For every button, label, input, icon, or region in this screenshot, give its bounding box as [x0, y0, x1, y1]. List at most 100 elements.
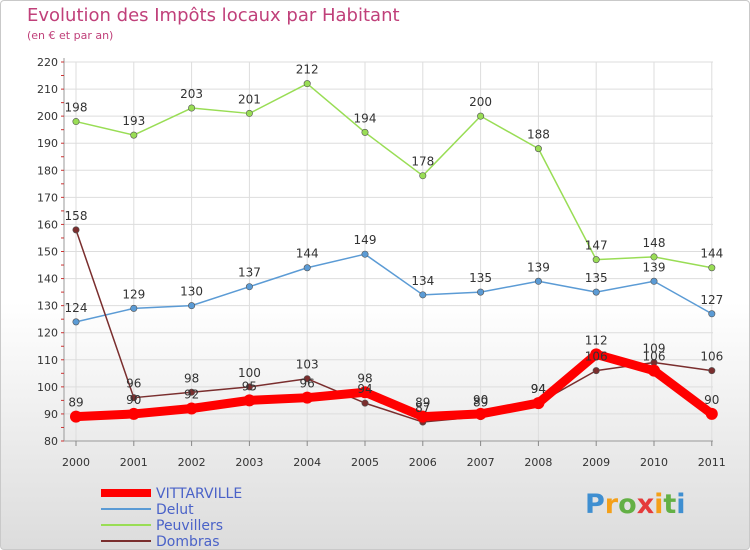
y-tick-label: 190 — [37, 137, 58, 150]
data-point — [477, 112, 485, 120]
x-tick-label: 2004 — [293, 456, 321, 469]
data-label: 109 — [643, 341, 666, 355]
data-label: 201 — [238, 92, 261, 106]
data-point — [705, 407, 718, 420]
y-tick-label: 180 — [37, 164, 58, 177]
data-label: 89 — [473, 396, 488, 410]
logo-letter: i — [654, 489, 664, 520]
data-point — [419, 172, 427, 180]
data-label: 144 — [700, 247, 723, 261]
data-label: 188 — [527, 128, 550, 142]
data-label: 95 — [242, 379, 257, 393]
data-point — [648, 364, 660, 377]
legend-label: Dombras — [156, 534, 220, 549]
data-point — [416, 410, 429, 423]
data-label: 144 — [296, 247, 319, 261]
data-label: 203 — [180, 87, 203, 101]
series-line — [75, 82, 713, 269]
data-label: 106 — [700, 350, 723, 364]
x-tick-label: 2006 — [409, 456, 437, 469]
data-label: 130 — [180, 285, 203, 299]
data-point — [708, 310, 716, 318]
logo-letter: i — [676, 489, 686, 520]
x-tick-label: 2008 — [524, 456, 552, 469]
data-label: 90 — [704, 393, 719, 407]
data-point — [245, 109, 253, 117]
data-point — [532, 397, 545, 410]
x-tick-label: 2011 — [698, 456, 726, 469]
data-label: 137 — [238, 266, 261, 280]
data-label: 124 — [65, 301, 88, 315]
y-tick-label: 120 — [37, 327, 58, 340]
y-tick-label: 160 — [37, 218, 58, 231]
series-line — [75, 229, 713, 423]
data-point — [188, 104, 196, 112]
data-label: 158 — [65, 209, 88, 223]
y-tick-label: 140 — [37, 273, 58, 286]
data-point — [70, 410, 82, 423]
data-point — [72, 318, 80, 326]
axes — [61, 58, 713, 442]
data-label: 212 — [296, 63, 319, 77]
data-point — [245, 283, 253, 291]
x-tick-label: 2000 — [62, 456, 90, 469]
chart-subtitle: (en € et par an) — [27, 29, 114, 42]
data-point — [477, 288, 485, 296]
data-label: 112 — [585, 333, 608, 347]
data-label: 198 — [65, 101, 88, 115]
data-label: 98 — [357, 371, 372, 385]
data-point — [361, 250, 369, 258]
data-point — [303, 80, 311, 88]
data-point — [534, 145, 542, 153]
data-point — [185, 402, 198, 415]
data-label: 106 — [585, 350, 608, 364]
data-label: 94 — [357, 382, 372, 396]
data-point — [419, 291, 427, 299]
y-tick-label: 210 — [37, 83, 58, 96]
series-lines — [70, 80, 718, 426]
data-label: 96 — [126, 377, 141, 391]
logo-letter: x — [636, 489, 655, 520]
data-point — [359, 386, 371, 399]
data-point — [245, 383, 253, 391]
data-label: 94 — [531, 382, 546, 396]
data-point — [592, 367, 600, 375]
y-tick-label: 110 — [37, 354, 58, 367]
data-point — [592, 256, 600, 264]
data-point — [303, 264, 311, 272]
data-label: 139 — [643, 260, 666, 274]
legend-label: Peuvillers — [156, 518, 223, 534]
data-label: 178 — [411, 155, 434, 169]
data-point — [361, 399, 369, 407]
data-label: 139 — [527, 260, 550, 274]
data-label: 98 — [184, 371, 199, 385]
data-label: 87 — [415, 401, 430, 415]
data-label: 147 — [585, 239, 608, 253]
data-point — [188, 388, 196, 396]
x-tick-label: 2007 — [467, 456, 495, 469]
data-label: 149 — [354, 233, 377, 247]
data-label: 90 — [473, 393, 488, 407]
data-label: 96 — [300, 377, 315, 391]
proxiti-logo: Proxiti — [585, 489, 686, 520]
data-point — [361, 128, 369, 136]
x-tick-label: 2010 — [640, 456, 668, 469]
x-tick-label: 2005 — [351, 456, 379, 469]
data-point — [650, 253, 658, 261]
y-tick-label: 80 — [44, 435, 58, 448]
x-tick-label: 2001 — [120, 456, 148, 469]
data-label: 100 — [238, 366, 261, 380]
chart-title: Evolution des Impôts locaux par Habitant — [27, 5, 400, 26]
data-point — [72, 118, 80, 126]
data-point — [534, 277, 542, 285]
data-label: 94 — [531, 382, 546, 396]
y-tick-label: 170 — [37, 191, 58, 204]
data-labels: 198 193 203 201 212 194 178 200 188 147 148 144 124 1… — [65, 63, 724, 415]
data-point — [243, 394, 256, 407]
data-label: 92 — [184, 388, 199, 402]
legend-label: Delut — [156, 502, 194, 518]
y-tick-label: 220 — [37, 56, 58, 69]
x-tick-label: 2002 — [178, 456, 206, 469]
data-point — [127, 407, 140, 420]
